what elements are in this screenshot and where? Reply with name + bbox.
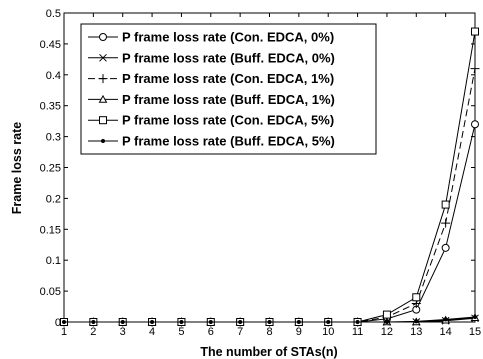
x-axis-label: The number of STAs(n) [200,345,337,359]
data-point [414,319,419,324]
data-point [296,320,301,324]
x-tick-label: 6 [208,326,214,338]
x-tick-label: 15 [469,326,481,338]
data-point [62,320,66,324]
legend-item: P frame loss rate (Con. EDCA, 1%) [88,71,334,86]
series-6 [62,315,477,324]
data-point [470,64,480,74]
x-tick-label: 9 [296,326,302,338]
data-point [238,320,243,324]
x-tick-label: 2 [90,326,96,338]
data-point [441,243,450,252]
data-point [443,317,448,322]
y-axis-label: Frame loss rate [10,122,24,214]
y-tick-label: 0.5 [46,8,61,20]
data-point [382,310,391,319]
x-tick-label: 4 [149,326,155,338]
data-point [384,320,389,324]
y-tick-label: 0.15 [40,224,61,236]
legend-item: P frame loss rate (Con. EDCA, 5%) [88,113,334,128]
legend-item: P frame loss rate (Buff. EDCA, 0%) [88,50,335,65]
data-point [120,320,125,324]
data-point [473,315,477,320]
x-tick-label: 11 [352,326,363,338]
x-tick-label: 7 [237,326,243,338]
data-point [267,320,272,324]
y-tick-label: 0.05 [40,286,61,298]
x-tick-label: 13 [410,326,422,338]
data-point [150,320,155,324]
legend: P frame loss rate (Con. EDCA, 0%) P frame… [80,23,377,155]
legend-box [80,23,377,155]
y-tick-label: 0.25 [40,163,61,175]
legend-item: P frame loss rate (Con. EDCA, 0%) [88,30,334,45]
data-point [441,218,451,228]
y-tick-label: 0.4 [46,70,61,82]
data-point [91,320,96,324]
y-tick-label: 0.1 [46,255,61,267]
data-point [412,293,421,302]
legend-label: P frame loss rate (Con. EDCA, 0%) [122,30,334,45]
y-tick-label: 0.35 [40,101,61,113]
data-point [99,116,107,125]
data-point [471,120,479,129]
x-tick-label: 1 [61,326,67,338]
legend-label: P frame loss rate (Buff. EDCA, 1%) [122,92,335,107]
data-point [471,27,479,36]
data-point [355,320,360,324]
series-group [59,27,480,327]
legend-label: P frame loss rate (Buff. EDCA, 5%) [122,134,335,149]
data-point [326,320,331,324]
data-point [99,33,107,41]
y-tick-label: 0.2 [46,193,61,205]
y-tick-label: 0 [55,317,61,329]
legend-label: P frame loss rate (Buff. EDCA, 0%) [122,50,335,65]
legend-item: P frame loss rate (Buff. EDCA, 1%) [88,92,335,107]
legend-label: P frame loss rate (Con. EDCA, 5%) [122,113,334,128]
x-tick-label: 3 [120,326,126,338]
data-point [179,320,184,324]
legend-item: P frame loss rate (Buff. EDCA, 5%) [88,134,335,149]
data-point [99,53,107,62]
x-tick-label: 12 [381,326,393,338]
x-tick-label: 5 [178,326,184,338]
x-tick-label: 14 [440,326,452,338]
y-tick-label: 0.45 [40,39,61,51]
x-tick-label: 10 [322,326,334,338]
legend-label: P frame loss rate (Con. EDCA, 1%) [122,71,334,86]
data-point [98,94,108,103]
data-point [101,139,105,143]
data-point [441,200,450,209]
y-tick-label: 0.3 [46,132,61,144]
data-point [208,320,213,324]
x-tick-label: 8 [266,326,272,338]
data-point [98,74,108,84]
axis-ticks: 1 2 3 4 5 6 7 8 9 10 11 12 13 14 1500.050.10.150.20.25… [40,8,482,338]
